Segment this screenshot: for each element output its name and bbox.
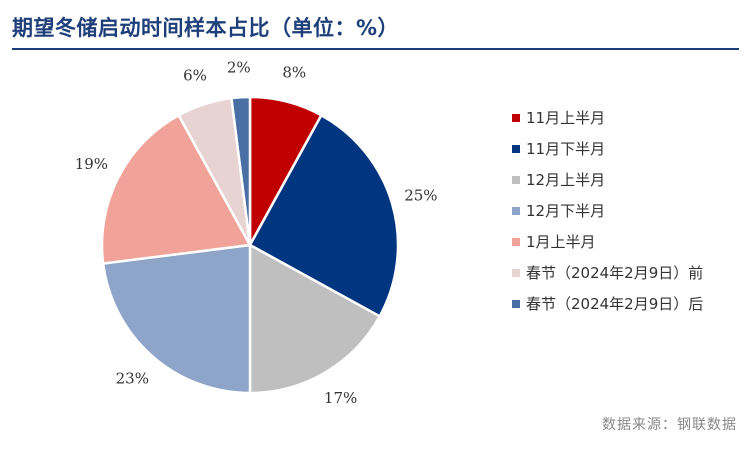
- slice-label-7: 2%: [227, 58, 251, 76]
- chart-title: 期望冬储启动时间样本占比（单位：%）: [12, 16, 400, 40]
- legend-swatch: [512, 113, 520, 122]
- pie-slice-2: [248, 114, 400, 318]
- pie-slice-7: [230, 95, 252, 247]
- legend-item-6: 春节（2024年2月9日）前: [512, 257, 703, 288]
- slice-label-2: 25%: [404, 186, 437, 204]
- legend-swatch: [512, 175, 520, 184]
- slice-label-1: 8%: [282, 64, 306, 82]
- chart-legend: 11月上半月 11月下半月 12月上半月 12月下半月 1月上半月春节（2024年2月9…: [512, 102, 703, 319]
- legend-swatch: [512, 206, 520, 215]
- slice-label-4: 23%: [116, 370, 149, 388]
- legend-label: 春节（2024年2月9日）前: [526, 264, 704, 282]
- legend-item-3: 12月上半月: [512, 164, 703, 195]
- legend-swatch: [512, 299, 520, 308]
- slice-label-3: 17%: [324, 389, 357, 407]
- pie-slice-5: [100, 114, 252, 265]
- legend-item-4: 12月下半月: [512, 195, 703, 226]
- legend-swatch: [512, 144, 520, 153]
- data-source: 数据来源：钢联数据: [602, 417, 737, 433]
- legend-label: 11月上半月: [526, 109, 606, 127]
- pie-slice-3: [248, 243, 381, 395]
- pie-slice-4: [101, 243, 252, 395]
- title-underline: [12, 48, 739, 50]
- slice-label-6: 6%: [183, 67, 207, 85]
- legend-label: 12月下半月: [526, 202, 606, 220]
- legend-item-1: 11月上半月: [512, 102, 703, 133]
- legend-item-5: 1月上半月: [512, 226, 703, 257]
- legend-label: 12月上半月: [526, 171, 606, 189]
- legend-swatch: [512, 268, 520, 277]
- legend-label: 春节（2024年2月9日）后: [526, 295, 704, 313]
- legend-swatch: [512, 237, 520, 246]
- legend-item-2: 11月下半月: [512, 133, 703, 164]
- legend-item-7: 春节（2024年2月9日）后: [512, 288, 703, 319]
- slice-label-5: 19%: [75, 155, 108, 173]
- legend-label: 1月上半月: [526, 233, 596, 251]
- legend-label: 11月下半月: [526, 140, 606, 158]
